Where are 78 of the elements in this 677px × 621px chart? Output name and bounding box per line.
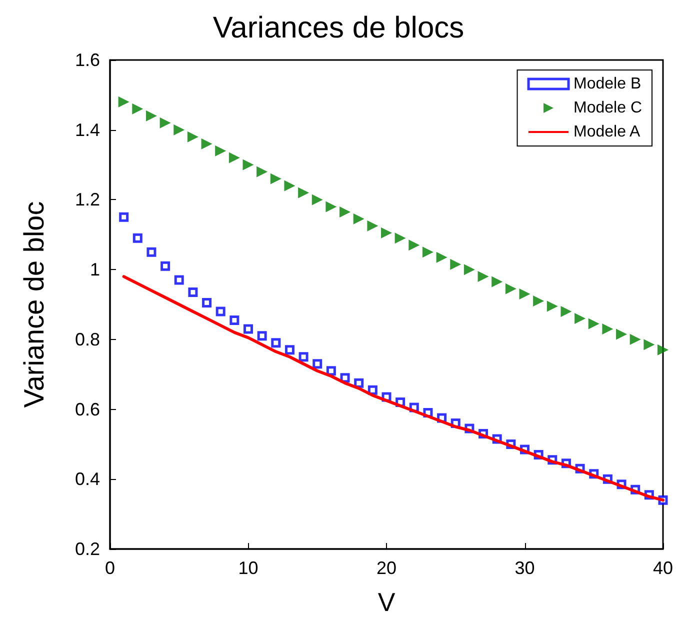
point xyxy=(478,271,489,282)
point xyxy=(630,334,641,345)
point xyxy=(519,288,530,300)
point xyxy=(201,138,212,150)
legend-label: Modele A xyxy=(574,124,641,140)
point xyxy=(160,117,171,128)
point xyxy=(132,103,144,114)
point xyxy=(146,110,157,122)
y-tick-label: 0.2 xyxy=(74,539,100,559)
point xyxy=(270,173,282,184)
point xyxy=(340,373,350,383)
point xyxy=(298,187,310,198)
chart-title: Variances de blocs xyxy=(212,12,464,44)
point xyxy=(368,385,378,395)
point xyxy=(394,232,406,244)
y-tick-label: 1.2 xyxy=(74,190,100,210)
point xyxy=(436,252,448,263)
legend-label: Modele B xyxy=(574,76,642,92)
point xyxy=(326,201,337,212)
point xyxy=(505,283,516,294)
point xyxy=(298,352,308,362)
point xyxy=(228,152,240,164)
point xyxy=(312,359,322,369)
point xyxy=(146,247,156,257)
point xyxy=(464,264,475,276)
y-tick-label: 0.8 xyxy=(74,329,100,350)
y-tick-label: 0.6 xyxy=(74,399,100,420)
point xyxy=(188,288,198,298)
point xyxy=(602,323,614,334)
point xyxy=(353,213,364,224)
point xyxy=(244,324,253,334)
point xyxy=(658,344,668,356)
point xyxy=(574,312,586,324)
point xyxy=(118,96,130,108)
x-tick-label: 10 xyxy=(238,558,258,578)
point xyxy=(271,338,281,348)
point xyxy=(174,124,185,136)
point xyxy=(132,233,142,243)
point xyxy=(216,306,226,316)
point xyxy=(119,212,129,222)
point xyxy=(588,318,600,330)
point xyxy=(202,298,212,308)
y-tick-label: 0.4 xyxy=(74,469,100,490)
y-tick-label: 1.4 xyxy=(74,120,100,140)
point xyxy=(257,331,267,341)
point xyxy=(492,276,503,288)
point xyxy=(256,166,268,178)
x-tick-label: 20 xyxy=(376,558,397,578)
point xyxy=(174,275,184,285)
point xyxy=(644,339,655,350)
point xyxy=(533,296,544,307)
point xyxy=(284,180,296,192)
y-tick-label: 1 xyxy=(90,260,100,280)
point xyxy=(230,315,240,325)
point xyxy=(354,378,364,388)
point xyxy=(187,131,198,142)
point xyxy=(242,159,254,170)
y-axis-title: Variance de bloc xyxy=(18,201,50,408)
point xyxy=(312,194,323,206)
y-tick-label: 1.6 xyxy=(74,50,100,70)
point xyxy=(340,206,351,218)
point xyxy=(160,261,170,271)
x-tick-label: 0 xyxy=(104,558,116,578)
x-tick-label: 30 xyxy=(514,558,535,578)
x-axis-title: V xyxy=(378,587,396,617)
point xyxy=(450,258,462,270)
point xyxy=(284,345,294,355)
point xyxy=(546,300,558,312)
point xyxy=(326,366,336,376)
point xyxy=(381,227,392,238)
point xyxy=(215,145,226,156)
point xyxy=(560,306,572,317)
legend-label: Modele C xyxy=(574,100,642,116)
point xyxy=(408,240,420,251)
point xyxy=(616,328,628,340)
x-tick-label: 40 xyxy=(652,558,674,578)
point xyxy=(367,220,378,232)
point xyxy=(422,246,434,258)
